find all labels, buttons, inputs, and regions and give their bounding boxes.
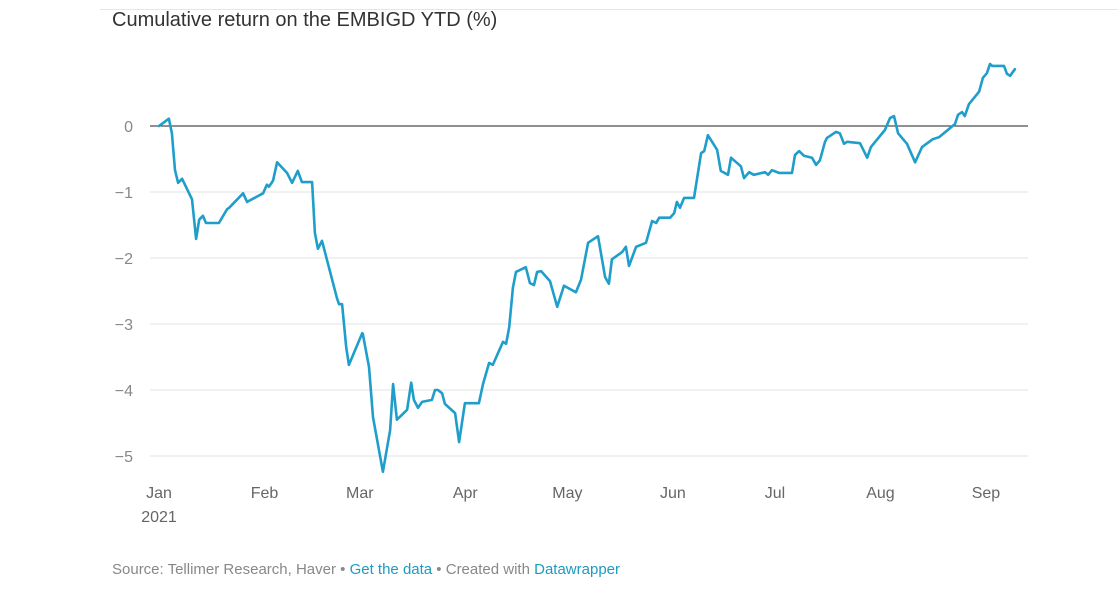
y-tick-label: −5 (115, 449, 133, 466)
x-tick-label: Mar (346, 485, 374, 502)
y-tick-label: −4 (115, 383, 133, 400)
chart-title: Cumulative return on the EMBIGD YTD (%) (112, 9, 498, 31)
top-divider (100, 9, 1118, 10)
x-year-label: 2021 (141, 509, 177, 526)
x-tick-label: Feb (251, 485, 279, 502)
x-tick-label: Sep (972, 485, 1001, 502)
gridlines (150, 125, 1028, 457)
chart-footer: Source: Tellimer Research, Haver • Get t… (112, 561, 620, 578)
x-tick-label: Jun (660, 485, 686, 502)
separator: • (432, 561, 446, 578)
datawrapper-link[interactable]: Datawrapper (534, 561, 621, 578)
series-line-embigd (157, 62, 1017, 474)
y-tick-label: 0 (124, 119, 133, 136)
source-text: Source: Tellimer Research, Haver (112, 561, 336, 578)
x-tick-label: May (552, 485, 582, 502)
created-with-text: Created with (445, 561, 530, 578)
x-axis-ticks: Jan Feb Mar Apr May Jun Jul Aug Sep 2021 (141, 485, 1000, 526)
y-tick-label: −2 (115, 251, 133, 268)
separator: • (335, 561, 350, 578)
x-tick-label: Jan (146, 485, 172, 502)
y-tick-label: −3 (115, 317, 133, 334)
y-axis-ticks: 0 −1 −2 −3 −4 −5 (115, 119, 133, 466)
x-tick-label: Jul (765, 485, 785, 502)
x-tick-label: Aug (866, 485, 894, 502)
y-tick-label: −1 (115, 185, 133, 202)
x-tick-label: Apr (453, 485, 479, 502)
series-lines (157, 62, 1017, 474)
get-the-data-link[interactable]: Get the data (349, 561, 433, 578)
